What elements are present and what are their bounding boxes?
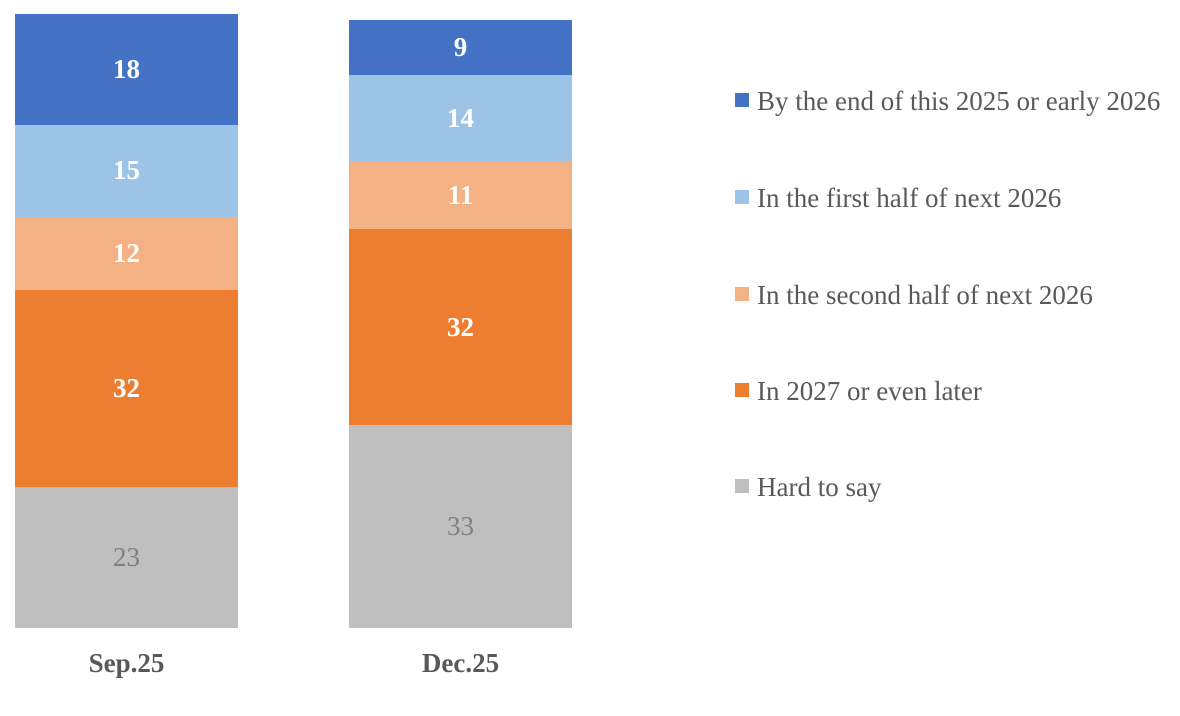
legend-label: In 2027 or even later xyxy=(757,376,982,406)
legend-label: Hard to say xyxy=(757,472,882,502)
legend-marker-icon xyxy=(735,190,749,204)
bar-value-label: 18 xyxy=(113,53,140,84)
legend-item-3: In 2027 or even later xyxy=(735,374,1180,408)
bar-segment-dec25-s0: 9 xyxy=(349,20,572,76)
bar-value-label: 14 xyxy=(447,102,474,133)
legend-item-1: In the first half of next 2026 xyxy=(735,181,1180,215)
legend-marker-icon xyxy=(735,479,749,493)
legend-item-4: Hard to say xyxy=(735,470,1180,504)
bar-value-label: 33 xyxy=(447,511,474,542)
legend-marker-icon xyxy=(735,383,749,397)
bar-value-label: 11 xyxy=(447,179,474,210)
bar-value-label: 23 xyxy=(113,541,140,572)
bar-segment-dec25-s4: 33 xyxy=(349,425,572,628)
bar-value-label: 32 xyxy=(113,373,140,404)
bar-segment-dec25-s1: 14 xyxy=(349,75,572,162)
bar-segment-sep25-s4: 23 xyxy=(15,486,238,628)
legend-marker-icon xyxy=(735,287,749,301)
legend-item-2: In the second half of next 2026 xyxy=(735,278,1180,312)
bar-segment-dec25-s2: 11 xyxy=(349,161,572,229)
legend-label: By the end of this 2025 or early 2026 xyxy=(757,86,1161,116)
legend-item-0: By the end of this 2025 or early 2026 xyxy=(735,84,1180,118)
bar-value-label: 15 xyxy=(113,155,140,186)
bar-segment-sep25-s1: 15 xyxy=(15,124,238,217)
legend-label: In the second half of next 2026 xyxy=(757,280,1093,310)
bar-segment-sep25-s0: 18 xyxy=(15,14,238,125)
bar-value-label: 9 xyxy=(453,32,468,63)
bar-value-label: 12 xyxy=(113,237,140,268)
legend-marker-icon xyxy=(735,93,749,107)
bar-segment-dec25-s3: 32 xyxy=(349,228,572,426)
bar-value-label: 32 xyxy=(447,311,474,342)
legend-label: In the first half of next 2026 xyxy=(757,183,1062,213)
bar-segment-sep25-s2: 12 xyxy=(15,216,238,291)
x-axis-label-dec25: Dec.25 xyxy=(421,648,500,678)
bar-segment-sep25-s3: 32 xyxy=(15,290,238,487)
x-axis-label-sep25: Sep.25 xyxy=(88,648,165,678)
